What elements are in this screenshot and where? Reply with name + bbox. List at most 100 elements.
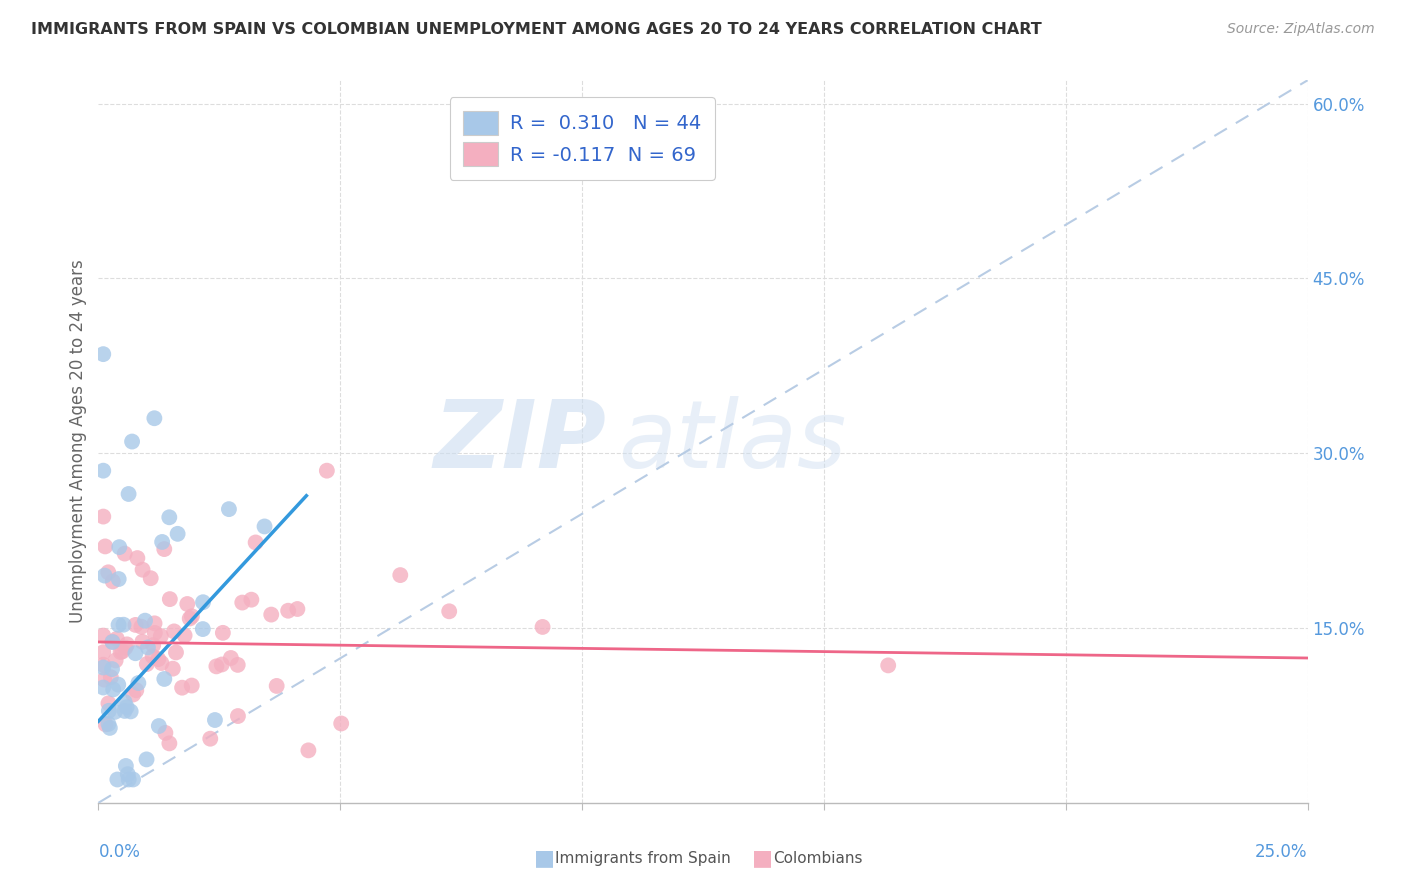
Point bbox=[94, 540, 117, 554]
Point bbox=[330, 716, 353, 731]
Point bbox=[287, 602, 309, 616]
Point bbox=[211, 657, 233, 672]
Point bbox=[136, 640, 159, 655]
Point bbox=[107, 572, 129, 586]
Point bbox=[191, 622, 214, 636]
Text: 25.0%: 25.0% bbox=[1256, 843, 1308, 861]
Point bbox=[240, 592, 263, 607]
Point bbox=[108, 540, 131, 554]
Point bbox=[165, 645, 187, 659]
Point bbox=[104, 653, 127, 667]
Point bbox=[114, 640, 136, 655]
Point bbox=[155, 726, 177, 740]
Point bbox=[101, 574, 124, 589]
Text: ■: ■ bbox=[534, 848, 555, 868]
Point bbox=[166, 526, 188, 541]
Point bbox=[122, 772, 145, 787]
Point bbox=[153, 672, 176, 686]
Point bbox=[100, 670, 122, 684]
Point bbox=[148, 652, 170, 666]
Point bbox=[162, 662, 184, 676]
Point bbox=[172, 681, 194, 695]
Point bbox=[91, 629, 114, 643]
Point bbox=[297, 743, 319, 757]
Point bbox=[115, 637, 138, 651]
Point bbox=[101, 635, 124, 649]
Point bbox=[105, 772, 128, 787]
Point bbox=[115, 700, 138, 714]
Point bbox=[157, 736, 180, 750]
Point bbox=[122, 688, 145, 702]
Point bbox=[877, 658, 900, 673]
Legend: R =  0.310   N = 44, R = -0.117  N = 69: R = 0.310 N = 44, R = -0.117 N = 69 bbox=[450, 97, 714, 179]
Point bbox=[159, 592, 181, 607]
Point bbox=[91, 681, 114, 695]
Point bbox=[91, 660, 114, 674]
Point bbox=[150, 535, 173, 549]
Point bbox=[104, 705, 127, 719]
Point bbox=[101, 634, 124, 648]
Text: IMMIGRANTS FROM SPAIN VS COLOMBIAN UNEMPLOYMENT AMONG AGES 20 TO 24 YEARS CORREL: IMMIGRANTS FROM SPAIN VS COLOMBIAN UNEMP… bbox=[31, 22, 1042, 37]
Point bbox=[124, 618, 146, 632]
Point bbox=[91, 347, 114, 361]
Point bbox=[204, 713, 226, 727]
Point bbox=[179, 611, 201, 625]
Point bbox=[111, 644, 134, 658]
Point bbox=[191, 595, 214, 609]
Point bbox=[253, 519, 276, 533]
Point bbox=[180, 609, 202, 624]
Point bbox=[125, 683, 148, 698]
Point bbox=[107, 678, 129, 692]
Point bbox=[135, 752, 157, 766]
Point bbox=[127, 551, 149, 566]
Point bbox=[135, 657, 157, 672]
Point bbox=[103, 682, 125, 697]
Point bbox=[115, 759, 138, 773]
Point bbox=[218, 502, 240, 516]
Point bbox=[117, 767, 139, 781]
Point bbox=[93, 568, 115, 582]
Point bbox=[97, 566, 120, 580]
Point bbox=[389, 568, 412, 582]
Point bbox=[98, 721, 121, 735]
Point bbox=[212, 625, 235, 640]
Point bbox=[219, 651, 242, 665]
Point bbox=[231, 596, 253, 610]
Point bbox=[153, 542, 176, 557]
Point bbox=[139, 571, 162, 585]
Point bbox=[121, 434, 143, 449]
Point bbox=[97, 704, 120, 718]
Point bbox=[260, 607, 283, 622]
Point bbox=[134, 614, 156, 628]
Point bbox=[150, 656, 173, 670]
Point bbox=[114, 704, 136, 718]
Point bbox=[143, 411, 166, 425]
Point bbox=[131, 563, 153, 577]
Point bbox=[131, 634, 153, 648]
Point bbox=[157, 510, 180, 524]
Y-axis label: Unemployment Among Ages 20 to 24 years: Unemployment Among Ages 20 to 24 years bbox=[69, 260, 87, 624]
Point bbox=[91, 657, 114, 672]
Point bbox=[226, 709, 249, 723]
Point bbox=[91, 509, 114, 524]
Point bbox=[226, 657, 249, 672]
Point bbox=[93, 673, 115, 687]
Point bbox=[142, 638, 165, 652]
Point bbox=[120, 705, 142, 719]
Point bbox=[149, 629, 172, 643]
Point bbox=[110, 645, 132, 659]
Point bbox=[437, 604, 460, 618]
Point bbox=[91, 464, 114, 478]
Point bbox=[127, 676, 149, 690]
Point bbox=[105, 632, 128, 646]
Point bbox=[277, 604, 299, 618]
Text: Source: ZipAtlas.com: Source: ZipAtlas.com bbox=[1227, 22, 1375, 37]
Point bbox=[143, 616, 166, 631]
Text: atlas: atlas bbox=[619, 396, 846, 487]
Point bbox=[180, 679, 202, 693]
Point bbox=[205, 659, 228, 673]
Point bbox=[117, 487, 139, 501]
Point bbox=[114, 547, 136, 561]
Point bbox=[245, 535, 267, 549]
Point bbox=[200, 731, 222, 746]
